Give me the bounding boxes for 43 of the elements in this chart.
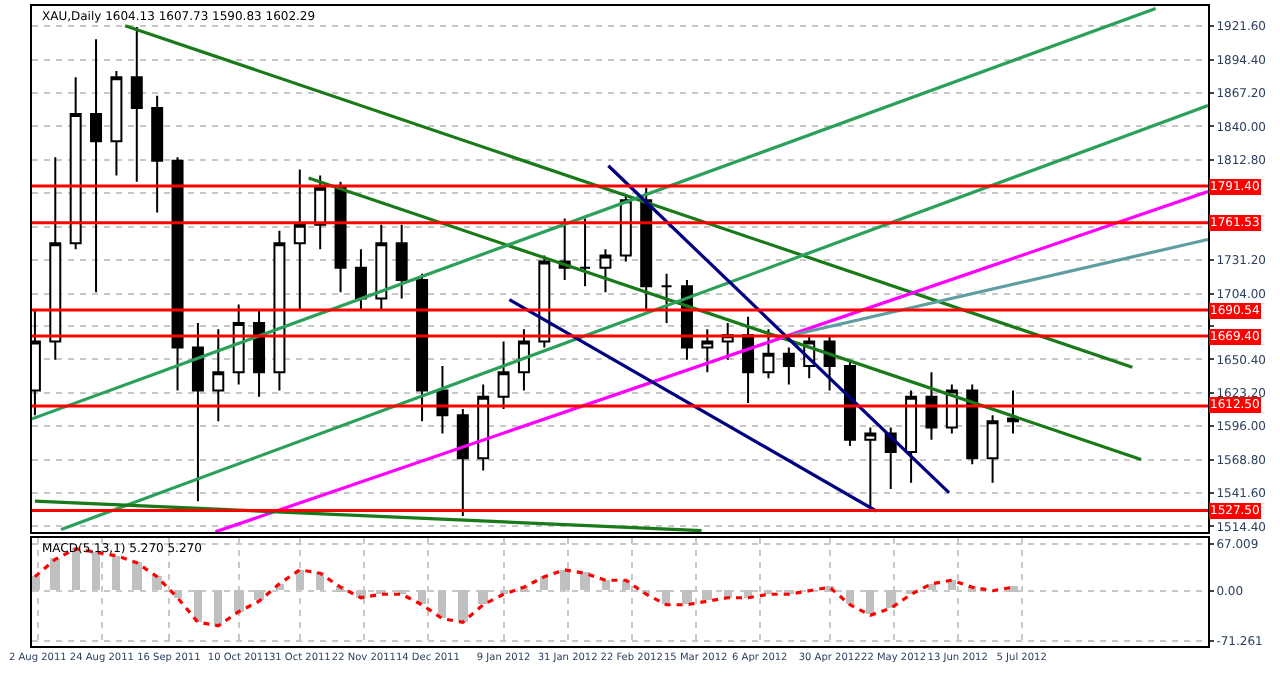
candlestick [334, 180, 347, 294]
candlestick [823, 334, 836, 392]
candlestick [273, 229, 286, 392]
candlestick [762, 328, 775, 380]
candlestick [171, 156, 184, 392]
candlestick [416, 272, 429, 423]
candlestick [130, 25, 143, 183]
bar [702, 590, 712, 601]
candlestick [497, 340, 510, 411]
candlestick [69, 76, 82, 251]
candlestick [314, 174, 327, 251]
candlestick [253, 309, 266, 398]
candlestick [966, 383, 979, 466]
candlestick [151, 94, 164, 214]
candlestick [191, 322, 204, 503]
candlestick [436, 365, 449, 435]
candlestick [782, 346, 795, 386]
candlestick [375, 223, 388, 312]
candlestick [843, 358, 856, 447]
candlestick [212, 328, 225, 423]
candlestick [1006, 389, 1019, 435]
candlestick [293, 168, 306, 312]
line-series [33, 547, 1015, 628]
bar [174, 590, 182, 599]
candlestick [110, 70, 123, 177]
bar [846, 590, 854, 605]
candlestick [517, 328, 530, 392]
candlestick [354, 248, 367, 312]
candlestick [640, 186, 653, 312]
candlestick [864, 426, 877, 509]
candlestick [49, 156, 62, 361]
bar [438, 590, 446, 619]
candlestick [599, 248, 612, 294]
candlestick [456, 408, 469, 517]
candlestick [701, 328, 714, 374]
candlestick [90, 38, 103, 294]
candlestick [477, 383, 490, 472]
candlestick [905, 389, 918, 484]
candlestick [579, 217, 592, 288]
candlestick [395, 223, 408, 300]
candlestick [925, 371, 938, 441]
candlestick [986, 414, 999, 484]
candlestick [660, 272, 673, 324]
